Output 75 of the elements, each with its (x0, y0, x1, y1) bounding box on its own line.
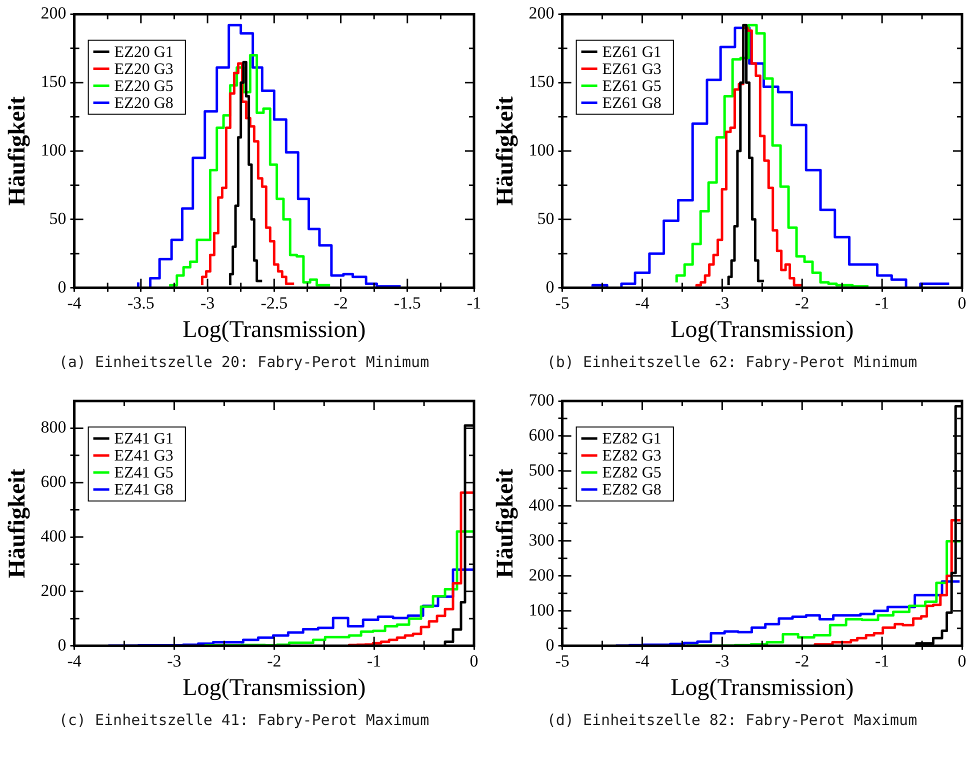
x-tick-label: -1 (466, 293, 482, 312)
x-tick-label: -2 (795, 293, 810, 312)
y-tick-label: 50 (49, 208, 66, 228)
x-tick-label: -4 (67, 293, 82, 312)
legend-label: EZ41 G3 (114, 448, 174, 465)
y-tick-label: 600 (528, 425, 554, 444)
y-tick-label: 150 (40, 72, 66, 92)
x-tick-label: -1.5 (394, 293, 421, 312)
y-tick-label: 100 (40, 140, 66, 160)
x-axis-title: Log(Transmission) (182, 316, 366, 343)
y-tick-label: 600 (40, 472, 66, 492)
x-axis-title: Log(Transmission) (670, 674, 854, 701)
x-tick-label: -5 (555, 651, 570, 670)
legend-label: EZ41 G1 (114, 430, 174, 448)
text: (b) Einheitszelle 62: Fabry-Perot Minimum (546, 353, 918, 371)
legend-label: EZ20 G1 (114, 44, 174, 61)
x-tick-label: -2.5 (260, 293, 288, 312)
legend-label: EZ82 G8 (602, 482, 662, 499)
y-tick-label: 200 (40, 4, 66, 23)
x-tick-label: -1 (874, 651, 890, 670)
x-tick-label: -3 (715, 651, 730, 670)
y-axis-title: Häufigkeit (492, 96, 519, 206)
x-tick-label: -4 (635, 293, 650, 312)
y-axis-title: Häufigkeit (4, 96, 31, 206)
y-tick-label: 400 (528, 495, 554, 514)
x-axis-title: Log(Transmission) (670, 316, 854, 343)
x-tick-label: -3.5 (127, 293, 154, 312)
y-tick-label: 100 (528, 140, 554, 160)
y-tick-label: 0 (58, 635, 66, 654)
y-tick-label: 0 (546, 277, 554, 296)
x-tick-label: -3 (715, 293, 730, 312)
x-axis-title: Log(Transmission) (182, 674, 366, 701)
legend-label: EZ61 G8 (602, 94, 662, 112)
legend-label: EZ41 G5 (114, 464, 174, 482)
legend-label: EZ61 G5 (602, 78, 662, 95)
text: (a) Einheitszelle 20: Fabry-Perot Minimum (58, 353, 430, 371)
y-tick-label: 50 (537, 208, 554, 228)
text: (d) Einheitszelle 82: Fabry-Perot Maximum (546, 711, 918, 729)
legend-label: EZ61 G1 (602, 44, 662, 61)
y-tick-label: 700 (528, 390, 554, 410)
y-tick-label: 400 (40, 526, 66, 546)
x-tick-label: -4 (635, 651, 650, 670)
x-tick-label: -3 (200, 293, 215, 312)
x-tick-label: -4 (67, 651, 82, 670)
y-axis-title: Häufigkeit (4, 468, 31, 578)
y-tick-label: 300 (528, 530, 554, 550)
y-tick-label: 200 (528, 4, 554, 23)
y-tick-label: 0 (546, 635, 554, 654)
x-tick-label: 0 (958, 651, 966, 670)
y-tick-label: 0 (58, 277, 66, 296)
x-tick-label: -2 (334, 293, 348, 312)
x-tick-label: -1 (366, 651, 382, 670)
x-tick-label: -3 (167, 651, 182, 670)
y-tick-label: 500 (528, 460, 554, 480)
x-tick-label: 0 (958, 293, 966, 312)
legend-label: EZ41 G8 (114, 482, 174, 499)
y-tick-label: 100 (528, 600, 554, 620)
y-tick-label: 200 (40, 580, 66, 600)
y-tick-label: 150 (528, 72, 554, 92)
legend-label: EZ61 G3 (602, 60, 662, 78)
legend-label: EZ20 G5 (114, 78, 174, 95)
x-tick-label: -5 (555, 293, 570, 312)
legend-label: EZ82 G1 (602, 430, 662, 448)
legend-label: EZ20 G8 (114, 94, 174, 112)
y-tick-label: 200 (528, 565, 554, 584)
legend-label: EZ82 G3 (602, 448, 662, 465)
y-axis-title: Häufigkeit (492, 468, 519, 578)
y-tick-label: 800 (40, 418, 66, 437)
legend-label: EZ82 G5 (602, 464, 662, 482)
x-tick-label: 0 (470, 651, 478, 670)
legend-label: EZ20 G3 (114, 60, 174, 78)
x-tick-label: -2 (267, 651, 282, 670)
x-tick-label: -2 (795, 651, 810, 670)
x-tick-label: -1 (874, 293, 890, 312)
text: (c) Einheitszelle 41: Fabry-Perot Maximum (58, 711, 430, 729)
